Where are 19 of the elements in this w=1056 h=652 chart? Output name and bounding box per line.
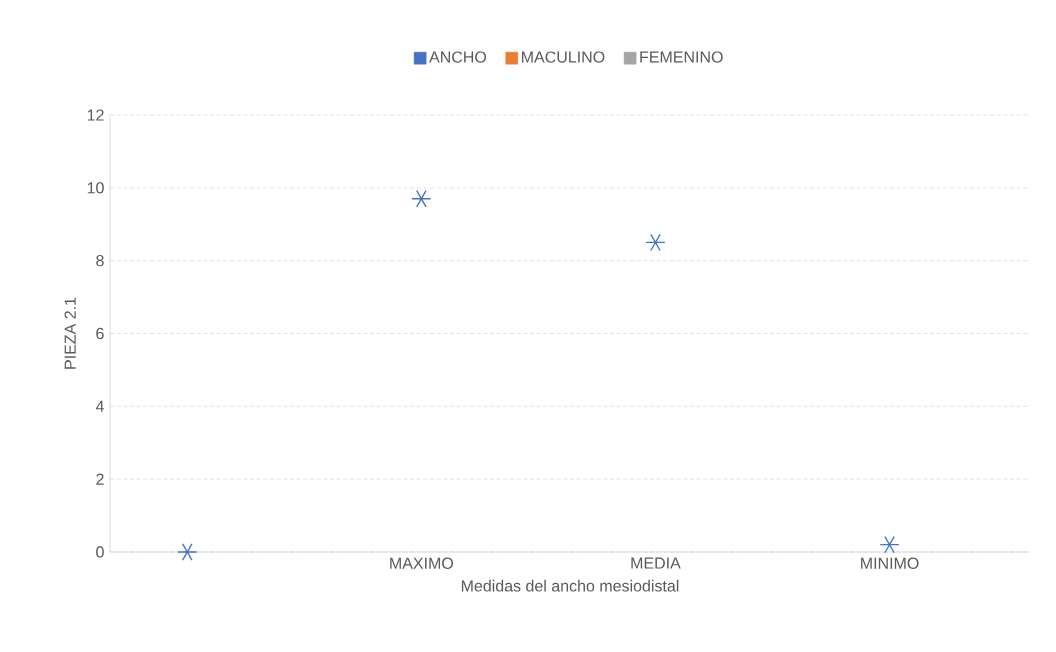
y-tick-label: 10 xyxy=(87,182,104,194)
point xyxy=(411,189,432,208)
x-tick-label: MAXIMO xyxy=(390,557,454,569)
legend-label: ANCHO xyxy=(429,51,487,63)
x-axis-title: Medidas del ancho mesiodistal xyxy=(461,579,679,592)
point xyxy=(177,543,198,561)
legend-label: MACULINO xyxy=(522,51,605,63)
y-tick-label: 4 xyxy=(95,400,104,412)
y-tick-label: 8 xyxy=(96,255,104,267)
y-tick-label: 2 xyxy=(96,473,104,485)
point xyxy=(645,233,666,252)
y-tick-label: 0 xyxy=(96,546,104,558)
y-axis-title: PIEZA 2.1 xyxy=(64,297,76,369)
y-tick-label: 6 xyxy=(96,327,104,340)
x-tick-label: MEDIA xyxy=(631,557,681,569)
y-tick-label: 12 xyxy=(87,109,104,121)
x-tick-label: MINIMO xyxy=(861,557,919,569)
point xyxy=(879,535,900,554)
legend-label: FEMENINO xyxy=(640,51,723,63)
